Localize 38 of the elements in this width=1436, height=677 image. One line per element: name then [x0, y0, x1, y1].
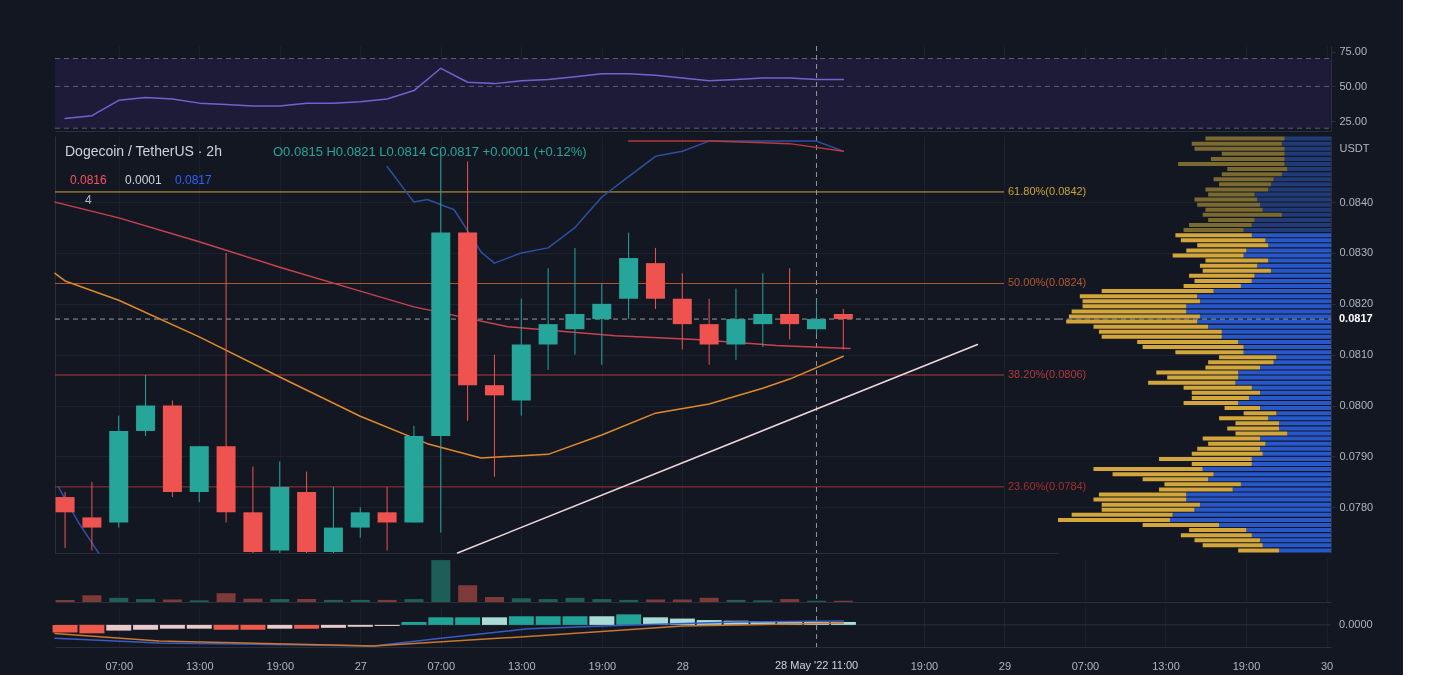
- y-tick-label: 0.0780: [1339, 500, 1374, 513]
- x-tick-label: 19:00: [266, 659, 295, 672]
- x-tick-label: 13:00: [1152, 659, 1180, 672]
- x-tick-label: 30: [1320, 659, 1334, 672]
- annotation: 4: [85, 193, 92, 207]
- ref-line-label: 61.80%(0.0842): [1008, 184, 1087, 197]
- x-tick-label: 19:00: [588, 659, 617, 672]
- text: O0.0815 H0.0821 L0.0814 C0.0817 +0.0001 (+0.12%): [273, 144, 587, 159]
- annotation: 0.0001: [125, 173, 163, 187]
- x-tick-label: 13:00: [508, 659, 536, 672]
- ref-line-label: 0.0817: [1339, 312, 1373, 325]
- y-tick-label: 0.0820: [1339, 297, 1374, 310]
- x-tick-label: 28: [676, 659, 689, 672]
- x-tick-label: 27: [354, 659, 367, 672]
- text: Dogecoin / TetherUS · 2h: [65, 143, 222, 159]
- x-tick-label: 29: [998, 659, 1012, 672]
- annotation: 0.0817: [175, 173, 213, 187]
- annotation: 0.0816: [70, 173, 108, 187]
- x-tick-label: 07:00: [105, 659, 134, 672]
- ref-line-label: 28 May '22 11:00: [774, 659, 859, 671]
- y-tick-label: 75.00: [1339, 45, 1368, 58]
- y-tick-label: 0.0830: [1339, 246, 1374, 259]
- y-tick-label: 50.00: [1339, 79, 1368, 92]
- text: 0.0000: [1339, 617, 1373, 630]
- y-tick-label: 25.00: [1339, 114, 1368, 127]
- y-tick-label: 0.0790: [1339, 449, 1374, 462]
- y-tick-label: 0.0800: [1339, 399, 1374, 412]
- x-tick-label: 19:00: [910, 659, 939, 672]
- ref-line-label: 23.60%(0.0784): [1008, 479, 1087, 492]
- ref-line-label: 38.20%(0.0806): [1008, 368, 1087, 381]
- x-tick-label: 13:00: [186, 659, 214, 672]
- y-tick-label: 0.0840: [1339, 195, 1374, 208]
- y-axis-title: USDT: [1339, 141, 1370, 154]
- x-tick-label: 07:00: [1071, 659, 1100, 672]
- y-tick-label: 0.0810: [1339, 348, 1374, 361]
- x-tick-label: 19:00: [1232, 659, 1261, 672]
- ref-line-label: 50.00%(0.0824): [1008, 276, 1087, 289]
- x-tick-label: 07:00: [427, 659, 456, 672]
